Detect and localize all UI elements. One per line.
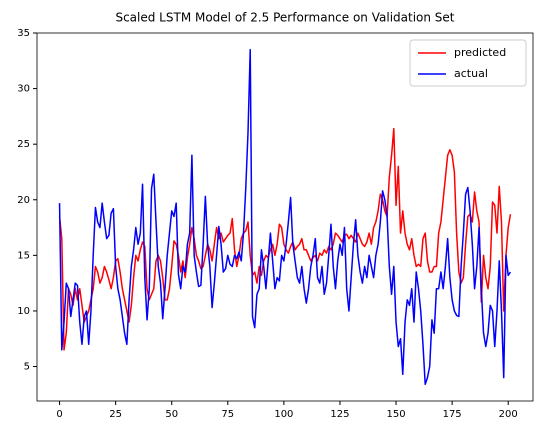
x-tick-label: 25: [109, 409, 122, 420]
x-tick-label: 0: [56, 409, 62, 420]
axes-frame: [36, 32, 534, 402]
chart-title: Scaled LSTM Model of 2.5 Performance on …: [115, 11, 454, 25]
y-tick-label: 30: [17, 84, 30, 95]
line-series: [58, 48, 512, 386]
x-tick-label: 75: [221, 409, 234, 420]
y-tick-label: 15: [17, 250, 30, 261]
legend-label: actual: [454, 67, 488, 80]
legend-label: predicted: [454, 46, 506, 59]
x-tick-label: 200: [499, 409, 518, 420]
y-tick-label: 35: [17, 28, 30, 39]
y-tick-label: 5: [24, 362, 30, 373]
x-tick-label: 125: [330, 409, 349, 420]
x-tick-label: 100: [274, 409, 293, 420]
x-tick-label: 175: [443, 409, 462, 420]
y-tick-label: 20: [17, 195, 30, 206]
x-tick-label: 50: [165, 409, 178, 420]
y-tick-label: 10: [17, 306, 30, 317]
x-tick-label: 150: [386, 409, 405, 420]
y-tick-label: 25: [17, 139, 30, 150]
